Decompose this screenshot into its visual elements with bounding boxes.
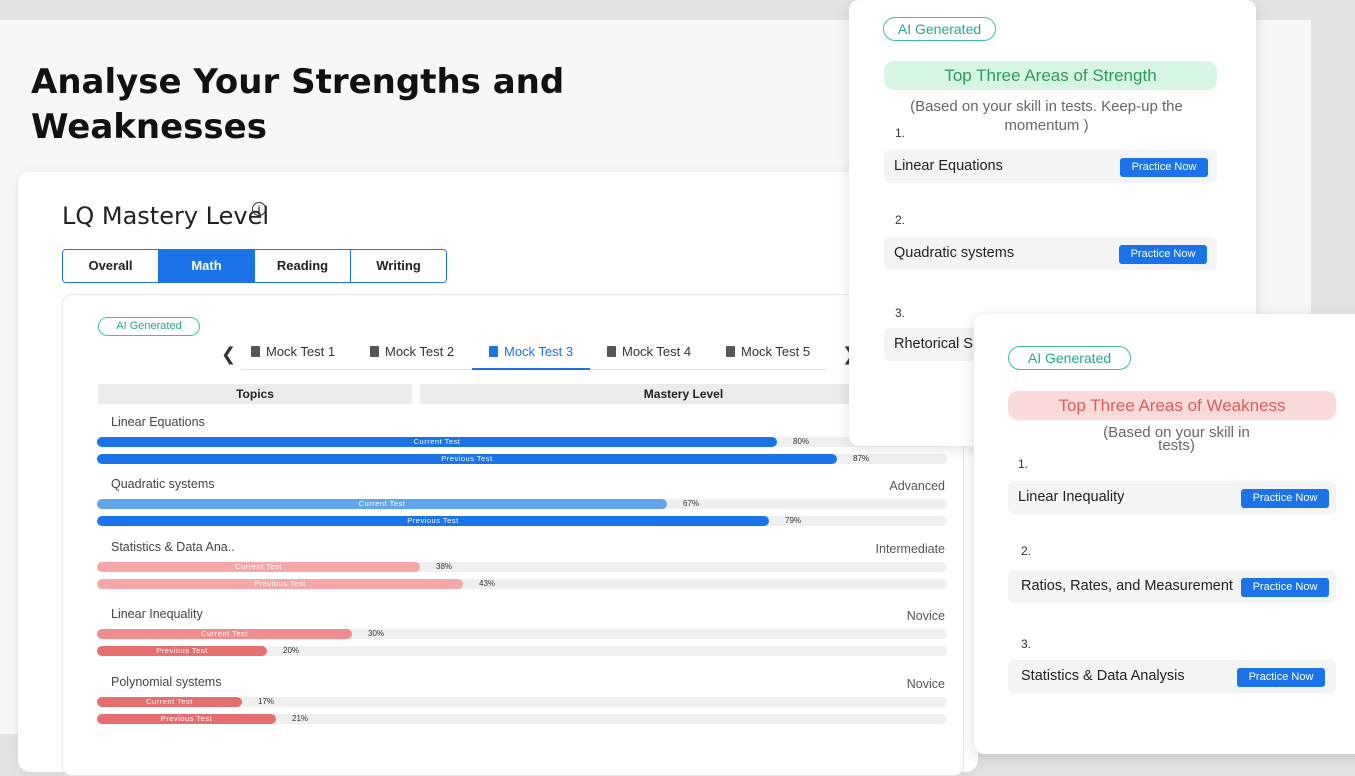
previous-test-bar: Previous Test [97, 714, 276, 724]
current-test-bar: Current Test [97, 562, 420, 572]
weakness-item-label: Linear Inequality [1018, 489, 1125, 505]
info-icon[interactable]: i [252, 202, 266, 216]
mastery-level-label: Novice [906, 677, 945, 691]
strength-item: Quadratic systems Practice Now [884, 237, 1217, 270]
previous-test-track: Previous Test 43% [97, 579, 947, 589]
weakness-card: AI Generated Top Three Areas of Weakness… [974, 314, 1355, 754]
page-headline: Analyse Your Strengths and Weaknesses [31, 62, 565, 147]
clipboard-icon [607, 346, 616, 357]
tab-mock-test-3[interactable]: Mock Test 3 [489, 344, 573, 366]
previous-test-track: Previous Test 20% [97, 646, 947, 656]
item-number: 3. [895, 306, 906, 320]
item-number: 2. [1021, 544, 1032, 558]
segment-reading[interactable]: Reading [255, 250, 351, 282]
previous-test-track: Previous Test 87% [97, 454, 947, 464]
strength-title: Top Three Areas of Strength [884, 61, 1217, 90]
segment-math[interactable]: Math [159, 250, 255, 282]
segment-overall[interactable]: Overall [63, 250, 159, 282]
current-test-percent: 80% [793, 437, 810, 446]
mastery-level-label: Advanced [889, 479, 945, 493]
strength-item-label: Quadratic systems [894, 245, 1015, 261]
topic-name: Polynomial systems [111, 675, 222, 689]
mock-test-tabs: ❮ Mock Test 1 Mock Test 2 Mock Test 3 Mo… [218, 340, 857, 370]
tab-label: Mock Test 3 [504, 344, 574, 359]
current-test-track: Current Test 67% [97, 499, 947, 509]
tab-label: Mock Test 5 [741, 344, 811, 359]
previous-test-percent: 21% [292, 714, 309, 723]
mastery-card: LQ Mastery Level i Overall Math Reading … [18, 172, 978, 776]
weakness-title: Top Three Areas of Weakness [1008, 391, 1336, 420]
previous-test-percent: 20% [283, 646, 300, 655]
current-test-track: Current Test 80% [97, 437, 947, 447]
item-number: 1. [1018, 457, 1029, 471]
topic-name: Quadratic systems [111, 477, 215, 491]
active-tab-indicator [472, 368, 590, 370]
practice-now-button[interactable]: Practice Now [1120, 158, 1208, 177]
weakness-item: Statistics & Data Analysis Practice Now [1008, 660, 1336, 693]
tab-label: Mock Test 2 [385, 344, 455, 359]
mastery-details-panel: AI Generated ❮ Mock Test 1 Mock Test 2 M… [62, 294, 964, 776]
current-test-bar: Current Test [97, 499, 667, 509]
item-number: 2. [895, 213, 906, 227]
chevron-left-icon[interactable]: ❮ [221, 344, 237, 364]
practice-now-button[interactable]: Practice Now [1241, 578, 1329, 597]
topics-header: Topics [98, 384, 412, 404]
previous-test-bar: Previous Test [97, 646, 267, 656]
strength-item-label: Rhetorical S [894, 336, 973, 352]
practice-now-button[interactable]: Practice Now [1241, 489, 1329, 508]
tab-mock-test-4[interactable]: Mock Test 4 [607, 344, 691, 366]
current-test-track: Current Test 38% [97, 562, 947, 572]
ai-generated-badge: AI Generated [1008, 346, 1131, 370]
previous-test-track: Previous Test 79% [97, 516, 947, 526]
strength-note: (Based on your skill in tests. Keep-up t… [910, 98, 1183, 134]
previous-test-percent: 87% [853, 454, 870, 463]
tab-mock-test-2[interactable]: Mock Test 2 [370, 344, 454, 366]
weakness-item-label: Ratios, Rates, and Measurement [1021, 578, 1233, 594]
current-test-bar: Current Test [97, 697, 242, 707]
mastery-title: LQ Mastery Level [62, 202, 270, 230]
current-test-bar: Current Test [97, 437, 777, 447]
current-test-percent: 30% [368, 629, 385, 638]
current-test-percent: 67% [683, 499, 700, 508]
topic-name: Linear Inequality [111, 607, 203, 621]
current-test-percent: 17% [258, 697, 275, 706]
previous-test-bar: Previous Test [97, 516, 769, 526]
current-test-percent: 38% [436, 562, 453, 571]
segment-writing[interactable]: Writing [351, 250, 446, 282]
previous-test-percent: 79% [785, 516, 802, 525]
current-test-track: Current Test 30% [97, 629, 947, 639]
current-test-bar: Current Test [97, 629, 352, 639]
mastery-level-label: Novice [906, 609, 945, 623]
clipboard-icon [370, 346, 379, 357]
weakness-item-label: Statistics & Data Analysis [1021, 668, 1185, 684]
current-test-track: Current Test 17% [97, 697, 947, 707]
strength-item-label: Linear Equations [894, 158, 1003, 174]
ai-generated-badge: AI Generated [98, 317, 200, 336]
subject-segmented-control: Overall Math Reading Writing [62, 249, 447, 283]
item-number: 1. [895, 126, 906, 140]
topic-name: Linear Equations [111, 415, 205, 429]
clipboard-icon [251, 346, 260, 357]
clipboard-icon [489, 346, 498, 357]
previous-test-track: Previous Test 21% [97, 714, 947, 724]
tab-label: Mock Test 4 [622, 344, 692, 359]
practice-now-button[interactable]: Practice Now [1119, 245, 1207, 264]
previous-test-bar: Previous Test [97, 579, 463, 589]
topic-name: Statistics & Data Ana.. [111, 540, 235, 554]
strength-item: Linear Equations Practice Now [884, 150, 1217, 183]
mastery-level-label: Intermediate [875, 542, 945, 556]
tab-label: Mock Test 1 [266, 344, 336, 359]
ai-generated-badge: AI Generated [883, 17, 996, 41]
weakness-item: Ratios, Rates, and Measurement Practice … [1008, 570, 1336, 603]
item-number: 3. [1021, 637, 1032, 651]
previous-test-percent: 43% [479, 579, 496, 588]
clipboard-icon [726, 346, 735, 357]
practice-now-button[interactable]: Practice Now [1237, 668, 1325, 687]
mastery-level-header: Mastery Level [420, 384, 947, 404]
previous-test-bar: Previous Test [97, 454, 837, 464]
weakness-note: (Based on your skill in tests) [1103, 424, 1250, 454]
weakness-item: Linear Inequality Practice Now [1008, 481, 1336, 514]
tab-mock-test-1[interactable]: Mock Test 1 [251, 344, 335, 366]
tab-mock-test-5[interactable]: Mock Test 5 [726, 344, 810, 366]
